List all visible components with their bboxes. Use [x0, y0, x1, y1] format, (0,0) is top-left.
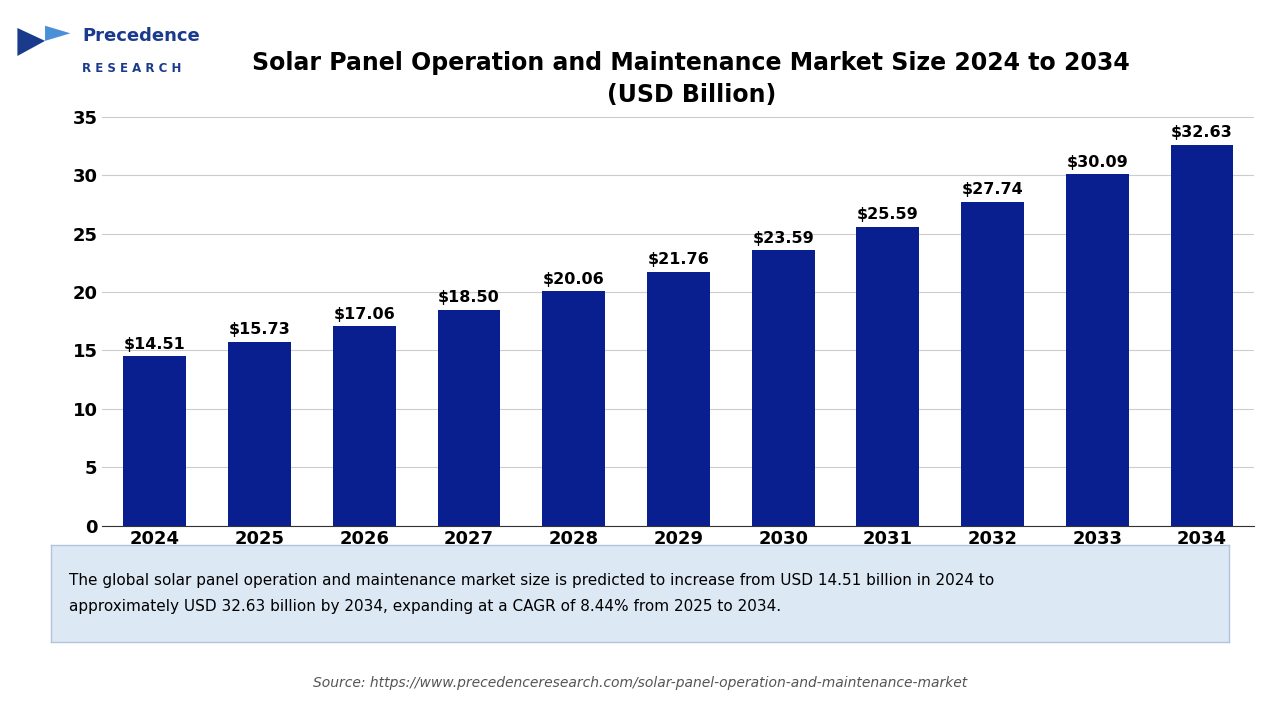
Text: R E S E A R C H: R E S E A R C H: [82, 63, 182, 76]
Text: $14.51: $14.51: [124, 336, 186, 351]
Bar: [228, 342, 291, 526]
Text: Source: https://www.precedenceresearch.com/solar-panel-operation-and-maintenance: Source: https://www.precedenceresearch.c…: [312, 675, 968, 690]
Bar: [646, 271, 710, 526]
Text: $20.06: $20.06: [543, 271, 604, 287]
Bar: [1171, 145, 1234, 526]
Text: (USD Billion): (USD Billion): [607, 83, 776, 107]
Bar: [751, 250, 814, 526]
Bar: [1066, 174, 1129, 526]
Text: $18.50: $18.50: [438, 290, 499, 305]
Bar: [543, 292, 605, 526]
Bar: [438, 310, 500, 526]
Bar: [123, 356, 186, 526]
Text: $21.76: $21.76: [648, 252, 709, 267]
Text: $17.06: $17.06: [333, 307, 396, 322]
Text: $30.09: $30.09: [1066, 155, 1128, 170]
Text: Precedence: Precedence: [82, 27, 200, 45]
Polygon shape: [45, 26, 70, 41]
Bar: [856, 227, 919, 526]
Text: The global solar panel operation and maintenance market size is predicted to inc: The global solar panel operation and mai…: [69, 573, 995, 614]
Text: $23.59: $23.59: [753, 230, 814, 246]
Text: $27.74: $27.74: [961, 182, 1024, 197]
Text: $25.59: $25.59: [858, 207, 919, 222]
Polygon shape: [18, 28, 45, 56]
Bar: [333, 326, 396, 526]
Text: $15.73: $15.73: [229, 323, 291, 337]
Bar: [961, 202, 1024, 526]
Text: $32.63: $32.63: [1171, 125, 1233, 140]
Text: Solar Panel Operation and Maintenance Market Size 2024 to 2034: Solar Panel Operation and Maintenance Ma…: [252, 51, 1130, 76]
